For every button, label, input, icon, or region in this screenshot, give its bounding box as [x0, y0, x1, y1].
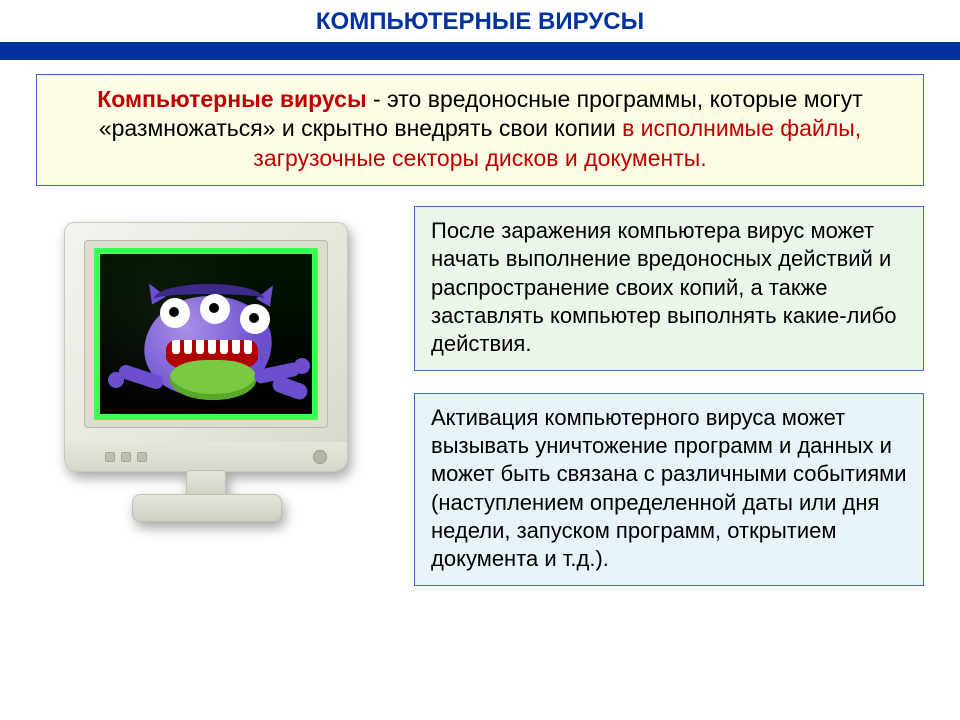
monitor-stand-base: [132, 494, 282, 522]
monitor-chin: [64, 442, 348, 472]
illustration-column: [36, 206, 396, 552]
virus-creature-icon: [100, 254, 312, 414]
activation-box: Активация компьютерного вируса может выз…: [414, 393, 924, 586]
page-title: КОМПЬЮТЕРНЫЕ ВИРУСЫ: [0, 0, 960, 42]
title-underline-band: [0, 42, 960, 60]
monitor-illustration: [36, 212, 376, 552]
definition-term: Компьютерные вирусы: [97, 86, 366, 112]
content-row: После заражения компьютера вирус может н…: [0, 186, 960, 586]
text-column: После заражения компьютера вирус может н…: [414, 206, 924, 586]
monitor-screen: [94, 248, 318, 420]
after-infection-box: После заражения компьютера вирус может н…: [414, 206, 924, 371]
definition-box: Компьютерные вирусы - это вредоносные пр…: [36, 74, 924, 186]
